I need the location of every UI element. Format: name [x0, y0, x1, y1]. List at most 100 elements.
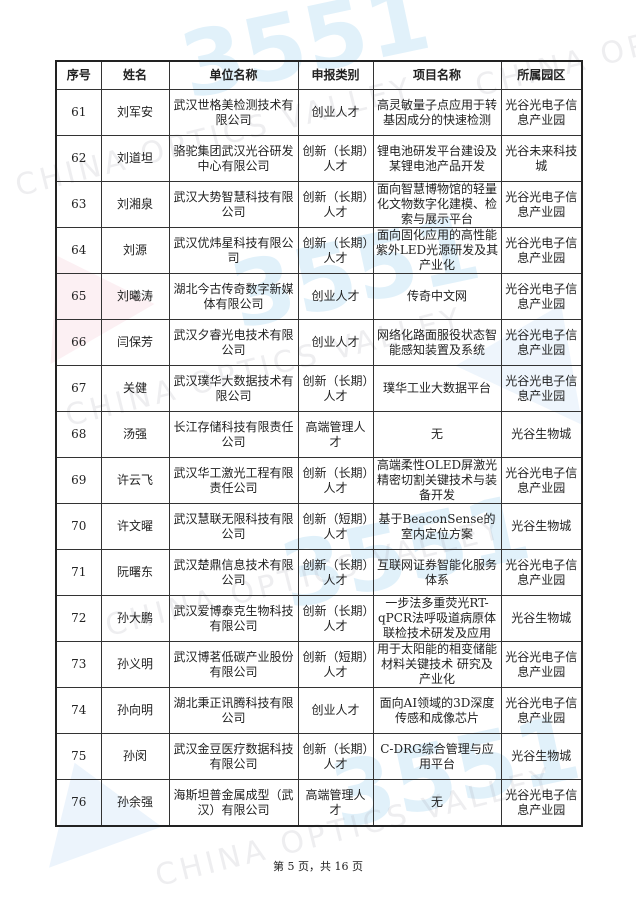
cell-col-name: 孙大鹏 [100, 595, 170, 642]
cell-col-project: 网络化路面服役状态智能感知装置及系统 [372, 319, 502, 366]
cell-col-category: 创业人才 [297, 273, 374, 320]
cell-col-park: 光谷光电子信息产业园 [500, 181, 583, 228]
cell-col-index: 72 [55, 595, 102, 642]
cell-col-project: 璞华工业大数据平台 [372, 365, 502, 412]
cell-col-project: 传奇中文网 [372, 273, 502, 320]
cell-col-name: 刘湘泉 [100, 181, 170, 228]
cell-col-park: 光谷光电子信息产业园 [500, 273, 583, 320]
cell-col-park: 光谷生物城 [500, 595, 583, 642]
cell-col-index: 63 [55, 181, 102, 228]
talent-list-table: 序号 姓名 单位名称 申报类别 项目名称 所属园区 61 刘军安 武汉世格美检测技术有限公司创… [55, 60, 583, 827]
cell-col-category: 创新（长期）人才 [297, 135, 374, 182]
cell-col-name: 刘军安 [100, 89, 170, 136]
cell-col-name: 汤强 [100, 411, 170, 458]
table-header-row: 序号 姓名 单位名称 申报类别 项目名称 所属园区 [55, 60, 583, 90]
cell-col-company: 武汉金豆医疗数据科技有限公司 [168, 733, 299, 780]
cell-col-project: 锂电池研发平台建设及某锂电池产品开发 [372, 135, 502, 182]
header-col-index: 序号 [55, 60, 102, 90]
cell-col-name: 刘道坦 [100, 135, 170, 182]
cell-col-park: 光谷光电子信息产业园 [500, 319, 583, 366]
cell-col-name: 许文曜 [100, 503, 170, 550]
table-row: 61 刘军安 武汉世格美检测技术有限公司 创业人才 高灵敏量子点应用于转基因成分的快速检… [55, 89, 583, 136]
cell-col-name: 孙闵 [100, 733, 170, 780]
cell-col-name: 孙向明 [100, 687, 170, 734]
cell-col-index: 74 [55, 687, 102, 734]
table-row: 67 关健 武汉璞华大数据技术有限公司 创新（长期）人才 璞华工业大数据平台 光谷光电子信… [55, 365, 583, 412]
cell-col-project: 基于BeaconSense的室内定位方案 [372, 503, 502, 550]
cell-col-park: 光谷光电子信息产业园 [500, 89, 583, 136]
table-row: 64 刘源 武汉优炜星科技有限公司 创新（长期）人才 面向固化应用的高性能紫外LED光源… [55, 227, 583, 274]
cell-col-park: 光谷生物城 [500, 503, 583, 550]
header-col-category: 申报类别 [297, 60, 374, 90]
cell-col-park: 光谷光电子信息产业园 [500, 687, 583, 734]
cell-col-index: 65 [55, 273, 102, 320]
cell-col-category: 创业人才 [297, 319, 374, 366]
cell-col-index: 69 [55, 457, 102, 504]
cell-col-category: 创新（长期）人才 [297, 595, 374, 642]
cell-col-index: 70 [55, 503, 102, 550]
cell-col-project: 无 [372, 779, 502, 827]
cell-col-index: 71 [55, 549, 102, 596]
cell-col-company: 湖北今古传奇数字新媒体有限公司 [168, 273, 299, 320]
header-col-park: 所属园区 [500, 60, 583, 90]
cell-col-index: 66 [55, 319, 102, 366]
cell-col-project: 面向AI领域的3D深度传感和成像芯片 [372, 687, 502, 734]
cell-col-index: 68 [55, 411, 102, 458]
cell-col-company: 武汉楚鼎信息技术有限公司 [168, 549, 299, 596]
cell-col-index: 62 [55, 135, 102, 182]
cell-col-project: 面向固化应用的高性能紫外LED光源研发及其产业化 [372, 227, 502, 274]
cell-col-name: 阮曙东 [100, 549, 170, 596]
cell-col-park: 光谷光电子信息产业园 [500, 779, 583, 827]
cell-col-index: 64 [55, 227, 102, 274]
cell-col-project: C-DRG综合管理与应用平台 [372, 733, 502, 780]
table-row: 75 孙闵 武汉金豆医疗数据科技有限公司 创新（长期）人才 C-DRG综合管理与应用平台… [55, 733, 583, 780]
cell-col-name: 孙余强 [100, 779, 170, 827]
cell-col-project: 用于太阳能的相变储能材料关键技术 研究及产业化 [372, 641, 502, 688]
table-row: 65 刘曦涛 湖北今古传奇数字新媒体有限公司 创业人才 传奇中文网 光谷光电子信息产业园 [55, 273, 583, 320]
cell-col-index: 61 [55, 89, 102, 136]
cell-col-company: 武汉爱博泰克生物科技有限公司 [168, 595, 299, 642]
cell-col-company: 武汉华工激光工程有限责任公司 [168, 457, 299, 504]
cell-col-category: 创新（长期）人才 [297, 457, 374, 504]
cell-col-project: 一步法多重荧光RT-qPCR法呼吸道病原体联检技术研发及应用 [372, 595, 502, 642]
cell-col-company: 武汉夕睿光电技术有限公司 [168, 319, 299, 366]
cell-col-name: 孙义明 [100, 641, 170, 688]
cell-col-company: 海斯坦普金属成型（武汉）有限公司 [168, 779, 299, 827]
cell-col-park: 光谷光电子信息产业园 [500, 227, 583, 274]
cell-col-category: 创新（短期）人才 [297, 641, 374, 688]
cell-col-category: 高端管理人才 [297, 411, 374, 458]
cell-col-index: 75 [55, 733, 102, 780]
page-number: 第 5 页，共 16 页 [273, 860, 363, 873]
table-row: 76 孙余强 海斯坦普金属成型（武汉）有限公司 高端管理人才无光谷光电子信息产业园 [55, 779, 583, 827]
cell-col-project: 高灵敏量子点应用于转基因成分的快速检测 [372, 89, 502, 136]
cell-col-company: 长江存储科技有限责任公司 [168, 411, 299, 458]
table-row: 66 闫保芳 武汉夕睿光电技术有限公司 创业人才 网络化路面服役状态智能感知装置及系统光… [55, 319, 583, 366]
cell-col-category: 创新（短期）人才 [297, 503, 374, 550]
cell-col-park: 光谷生物城 [500, 411, 583, 458]
table-row: 70 许文曜 武汉慧联无限科技有限公司 创新（短期）人才 基于BeaconSense的室… [55, 503, 583, 550]
cell-col-park: 光谷光电子信息产业园 [500, 457, 583, 504]
cell-col-category: 创新（长期）人才 [297, 227, 374, 274]
cell-col-name: 刘源 [100, 227, 170, 274]
table-row: 74 孙向明 湖北秉正讯腾科技有限公司 创业人才 面向AI领域的3D深度传感和成像芯片光… [55, 687, 583, 734]
cell-col-company: 武汉璞华大数据技术有限公司 [168, 365, 299, 412]
cell-col-project: 互联网证券智能化服务体系 [372, 549, 502, 596]
cell-col-project: 面向智慧博物馆的轻量化文物数字化建模、检索与展示平台 [372, 181, 502, 228]
table-row: 69 许云飞 武汉华工激光工程有限责任公司 创新（长期）人才 高端柔性OLED屏激光精密… [55, 457, 583, 504]
cell-col-name: 关健 [100, 365, 170, 412]
cell-col-category: 高端管理人才 [297, 779, 374, 827]
header-col-name: 姓名 [100, 60, 170, 90]
header-col-company: 单位名称 [168, 60, 299, 90]
cell-col-park: 光谷光电子信息产业园 [500, 365, 583, 412]
cell-col-index: 73 [55, 641, 102, 688]
cell-col-category: 创新（长期）人才 [297, 733, 374, 780]
cell-col-index: 76 [55, 779, 102, 827]
cell-col-company: 武汉世格美检测技术有限公司 [168, 89, 299, 136]
cell-col-company: 武汉优炜星科技有限公司 [168, 227, 299, 274]
cell-col-park: 光谷光电子信息产业园 [500, 549, 583, 596]
cell-col-company: 武汉慧联无限科技有限公司 [168, 503, 299, 550]
cell-col-company: 武汉博茗低碳产业股份有限公司 [168, 641, 299, 688]
table-row: 63 刘湘泉 武汉大势智慧科技有限公司 创新（长期）人才 面向智慧博物馆的轻量化文物数字… [55, 181, 583, 228]
table-row: 73 孙义明 武汉博茗低碳产业股份有限公司 创新（短期）人才 用于太阳能的相变储能材料关… [55, 641, 583, 688]
header-col-project: 项目名称 [372, 60, 502, 90]
